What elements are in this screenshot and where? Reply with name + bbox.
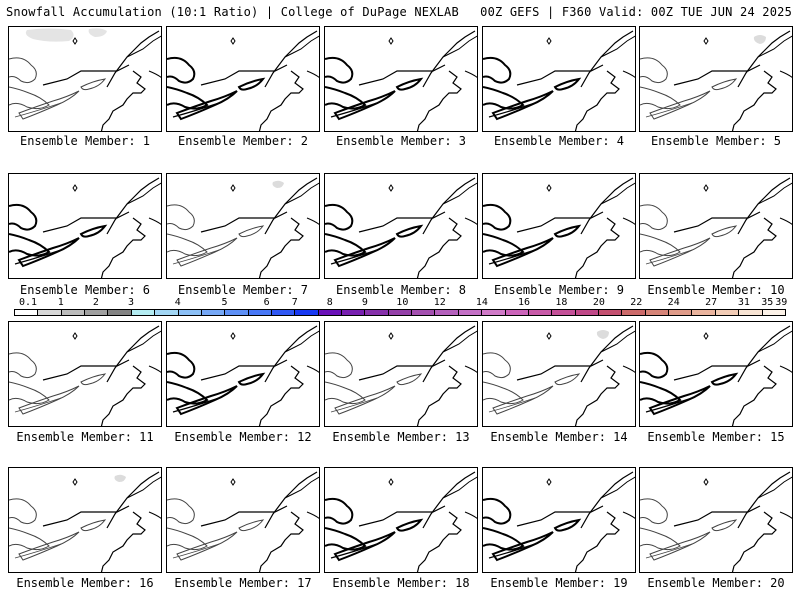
colorbar-swatch (739, 310, 763, 315)
ensemble-member-label: Ensemble Member: 20 (647, 576, 785, 590)
colorbar-swatch (131, 310, 156, 315)
colorbar-tick-label: 12 (433, 297, 446, 308)
colorbar-swatch (692, 310, 716, 315)
colorbar-swatch (248, 310, 272, 315)
ensemble-member-map (639, 321, 793, 427)
ensemble-member-map (482, 467, 636, 573)
colorbar-swatch (388, 310, 413, 315)
colorbar-swatch (435, 310, 459, 315)
model-run-info: 00Z GEFS | F360 Valid: 00Z TUE JUN 24 20… (480, 5, 792, 19)
colorbar-swatch (552, 310, 576, 315)
colorbar-tick-label: 10 (396, 297, 409, 308)
colorbar-swatch (178, 310, 202, 315)
ensemble-member-map (8, 173, 162, 279)
ensemble-member-label: Ensemble Member: 9 (493, 283, 625, 297)
colorbar-tick-label: 24 (667, 297, 680, 308)
colorbar-swatch (762, 310, 785, 315)
colorbar-tick-label: 7 (291, 297, 298, 308)
colorbar-swatch (108, 310, 132, 315)
ensemble-member-map (8, 321, 162, 427)
colorbar-tick-label: 8 (326, 297, 333, 308)
ensemble-member-label: Ensemble Member: 10 (647, 283, 785, 297)
ensemble-member-map (482, 26, 636, 132)
colorbar-swatch (622, 310, 646, 315)
colorbar-swatch (155, 310, 179, 315)
ensemble-member-label: Ensemble Member: 13 (332, 430, 470, 444)
colorbar-tick-label: 0.1 (19, 297, 38, 308)
ensemble-member-map (324, 467, 478, 573)
colorbar-tick-label: 27 (705, 297, 718, 308)
colorbar-swatch (715, 310, 740, 315)
ensemble-member-map (324, 321, 478, 427)
colorbar-swatch (201, 310, 226, 315)
colorbar-tick-label: 6 (263, 297, 270, 308)
colorbar-tick-label: 16 (517, 297, 531, 308)
colorbar-swatch (61, 310, 86, 315)
colorbar-tick-label: 3 (127, 297, 134, 308)
colorbar-tick-label: 2 (92, 297, 99, 308)
ensemble-member-map (324, 26, 478, 132)
colorbar-swatch (365, 310, 389, 315)
colorbar-swatch (318, 310, 343, 315)
colorbar-tick-label: 9 (361, 297, 368, 308)
colorbar-swatch (412, 310, 436, 315)
ensemble-member-label: Ensemble Member: 11 (16, 430, 154, 444)
snowfall-colorbar (14, 309, 786, 316)
ensemble-member-label: Ensemble Member: 15 (647, 430, 785, 444)
colorbar-swatch (295, 310, 319, 315)
ensemble-member-label: Ensemble Member: 6 (19, 283, 151, 297)
colorbar-swatch (505, 310, 529, 315)
ensemble-member-label: Ensemble Member: 1 (19, 134, 151, 148)
colorbar-tick-label: 35 (761, 297, 774, 308)
ensemble-member-label: Ensemble Member: 17 (174, 576, 312, 590)
ensemble-member-map (166, 173, 320, 279)
ensemble-member-label: Ensemble Member: 5 (650, 134, 782, 148)
colorbar-swatch (645, 310, 670, 315)
ensemble-member-label: Ensemble Member: 16 (16, 576, 154, 590)
colorbar-swatch (598, 310, 623, 315)
ensemble-member-map (8, 26, 162, 132)
colorbar-swatch (482, 310, 506, 315)
colorbar-tick-label: 14 (475, 297, 488, 308)
ensemble-member-map (639, 467, 793, 573)
colorbar-swatch (575, 310, 599, 315)
ensemble-member-map (482, 173, 636, 279)
ensemble-member-map (166, 26, 320, 132)
ensemble-member-label: Ensemble Member: 12 (174, 430, 312, 444)
ensemble-member-map (8, 467, 162, 573)
colorbar-tick-label: 18 (555, 297, 568, 308)
ensemble-member-label: Ensemble Member: 14 (490, 430, 628, 444)
ensemble-member-label: Ensemble Member: 7 (177, 283, 309, 297)
colorbar-tick-label: 20 (592, 297, 605, 308)
map-title: Snowfall Accumulation (10:1 Ratio) | Col… (6, 5, 459, 19)
ensemble-member-map (482, 321, 636, 427)
colorbar-tick-label: 4 (174, 297, 181, 308)
colorbar-swatch (528, 310, 553, 315)
colorbar-swatch (15, 310, 39, 315)
ensemble-member-label: Ensemble Member: 3 (335, 134, 467, 148)
colorbar-tick-label: 31 (737, 297, 750, 308)
colorbar-swatch (458, 310, 483, 315)
ensemble-member-label: Ensemble Member: 8 (335, 283, 467, 297)
colorbar-swatch (85, 310, 109, 315)
ensemble-member-map (166, 467, 320, 573)
colorbar-tick-label: 22 (630, 297, 643, 308)
colorbar-tick-label: 1 (57, 297, 64, 308)
ensemble-member-label: Ensemble Member: 4 (493, 134, 625, 148)
colorbar-tick-label: 39 (775, 297, 788, 308)
colorbar-tick-label: 5 (221, 297, 228, 308)
ensemble-member-label: Ensemble Member: 19 (490, 576, 628, 590)
ensemble-member-map (639, 173, 793, 279)
ensemble-member-map (166, 321, 320, 427)
ensemble-member-map (324, 173, 478, 279)
ensemble-member-label: Ensemble Member: 2 (177, 134, 309, 148)
colorbar-swatch (38, 310, 62, 315)
ensemble-member-map (639, 26, 793, 132)
colorbar-swatch (342, 310, 366, 315)
ensemble-member-label: Ensemble Member: 18 (332, 576, 470, 590)
colorbar-swatch (225, 310, 249, 315)
colorbar-swatch (271, 310, 296, 315)
colorbar-swatch (669, 310, 693, 315)
